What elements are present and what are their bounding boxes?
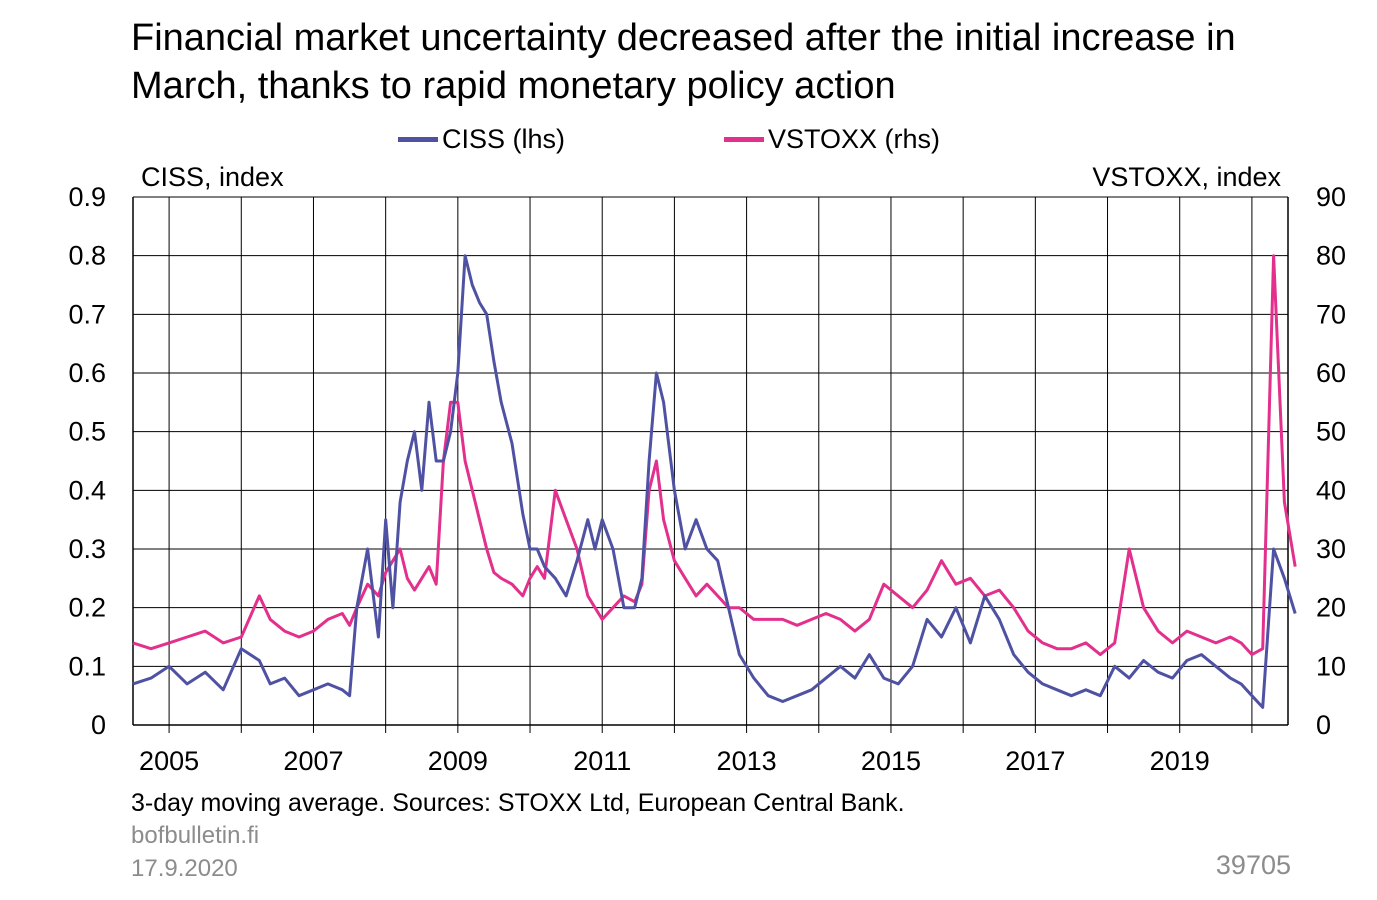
legend-swatch-vstoxx [724, 137, 764, 142]
right-axis-title: VSTOXX, index [1092, 162, 1281, 192]
legend-item-vstoxx: VSTOXX (rhs) [724, 124, 940, 155]
publish-date: 17.9.2020 [131, 855, 238, 882]
left-tick-label: 0.6 [68, 358, 106, 388]
left-tick-label: 0.3 [68, 534, 106, 564]
right-tick-label: 10 [1316, 651, 1346, 681]
left-tick-label: 0.8 [68, 241, 106, 271]
right-tick-label: 70 [1316, 299, 1346, 329]
legend-item-ciss: CISS (lhs) [398, 124, 565, 155]
chart-footnote: 3-day moving average. Sources: STOXX Ltd… [131, 789, 905, 817]
x-tick-label: 2019 [1150, 746, 1210, 776]
legend-swatch-ciss [398, 137, 438, 142]
right-tick-label: 40 [1316, 475, 1346, 505]
vstoxx-series-line [132, 254, 1297, 657]
ciss-series-line [132, 254, 1297, 709]
chart-title: Financial market uncertainty decreased a… [131, 17, 1236, 107]
x-tick-label: 2007 [283, 746, 343, 776]
legend-label-vstoxx: VSTOXX (rhs) [768, 124, 941, 154]
x-tick-label: 2009 [428, 746, 488, 776]
left-tick-label: 0.9 [68, 182, 106, 212]
left-tick-label: 0.5 [68, 417, 106, 447]
right-tick-label: 30 [1316, 534, 1346, 564]
left-tick-label: 0.1 [68, 651, 106, 681]
x-tick-label: 2011 [573, 746, 631, 776]
left-tick-label: 0.4 [68, 475, 106, 505]
left-axis-title: CISS, index [141, 162, 284, 192]
x-tick-label: 2017 [1005, 746, 1065, 776]
right-tick-label: 0 [1316, 710, 1331, 740]
source-url: bofbulletin.fi [131, 822, 260, 849]
chart-id: 39705 [1215, 850, 1291, 880]
left-tick-label: 0.7 [68, 299, 106, 329]
left-tick-label: 0.2 [68, 593, 106, 623]
x-tick-label: 2015 [861, 746, 921, 776]
legend: CISS (lhs) VSTOXX (rhs) [0, 124, 1377, 164]
right-tick-label: 80 [1316, 241, 1346, 271]
legend-label-ciss: CISS (lhs) [442, 124, 566, 154]
right-tick-label: 20 [1316, 593, 1346, 623]
right-tick-label: 50 [1316, 417, 1346, 447]
right-tick-label: 90 [1316, 182, 1346, 212]
right-tick-label: 60 [1316, 358, 1346, 388]
x-tick-label: 2005 [139, 746, 199, 776]
x-tick-label: 2013 [717, 746, 777, 776]
left-tick-label: 0 [91, 710, 106, 740]
